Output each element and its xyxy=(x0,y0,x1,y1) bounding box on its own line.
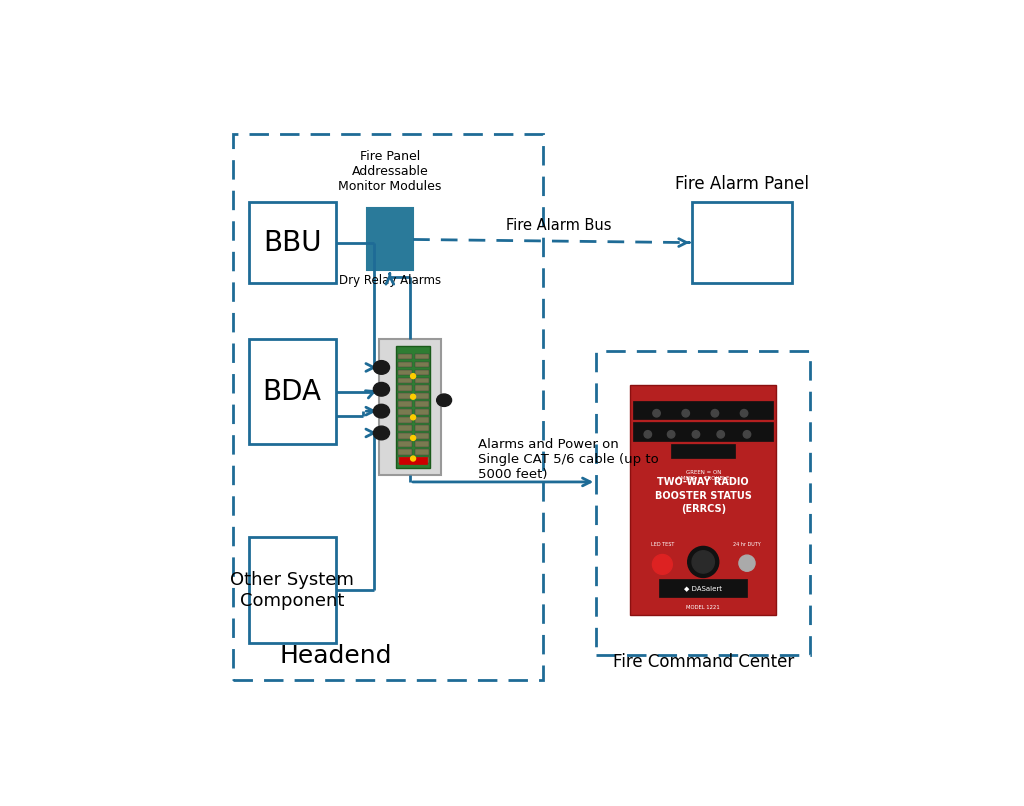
Bar xyxy=(634,401,773,419)
Circle shape xyxy=(652,555,673,575)
Ellipse shape xyxy=(374,405,389,418)
Bar xyxy=(399,457,427,464)
Bar xyxy=(397,449,413,455)
Bar xyxy=(415,354,429,359)
Bar xyxy=(415,418,429,423)
Circle shape xyxy=(717,430,724,438)
Circle shape xyxy=(692,430,699,438)
Bar xyxy=(367,209,413,271)
Bar xyxy=(415,362,429,368)
Bar xyxy=(233,134,544,680)
Circle shape xyxy=(712,409,719,417)
Bar xyxy=(395,347,430,467)
Text: Fire Command Center: Fire Command Center xyxy=(613,653,795,671)
Text: Other System
Component: Other System Component xyxy=(230,571,354,609)
Text: Dry Relay Alarms: Dry Relay Alarms xyxy=(339,273,441,287)
Bar xyxy=(249,339,336,444)
Bar xyxy=(249,202,336,283)
Text: Fire Alarm Panel: Fire Alarm Panel xyxy=(675,175,809,193)
Bar xyxy=(397,377,413,383)
Bar xyxy=(415,434,429,439)
Bar xyxy=(379,339,441,476)
Bar xyxy=(397,434,413,439)
Circle shape xyxy=(668,430,675,438)
Text: Alarms and Power on
Single CAT 5/6 cable (up to
5000 feet): Alarms and Power on Single CAT 5/6 cable… xyxy=(478,438,659,481)
Circle shape xyxy=(739,555,755,571)
Circle shape xyxy=(411,394,416,399)
Bar xyxy=(596,351,810,655)
Circle shape xyxy=(740,409,748,417)
Ellipse shape xyxy=(436,394,452,406)
Circle shape xyxy=(682,409,689,417)
Bar xyxy=(397,354,413,359)
Ellipse shape xyxy=(374,426,389,440)
Bar xyxy=(415,457,429,463)
Circle shape xyxy=(688,546,719,577)
Bar xyxy=(397,426,413,431)
Bar xyxy=(659,580,746,596)
Text: MODEL 1221: MODEL 1221 xyxy=(686,605,720,610)
Bar xyxy=(415,401,429,407)
Text: TWO-WAY RADIO
BOOSTER STATUS
(ERRCS): TWO-WAY RADIO BOOSTER STATUS (ERRCS) xyxy=(654,477,752,513)
Bar xyxy=(397,457,413,463)
Bar xyxy=(397,393,413,399)
Bar xyxy=(397,369,413,375)
Circle shape xyxy=(653,409,660,417)
Bar xyxy=(631,385,776,615)
Text: GREEN = ON
AMBER = TROUBLE: GREEN = ON AMBER = TROUBLE xyxy=(677,471,729,481)
Bar xyxy=(415,449,429,455)
Bar xyxy=(397,385,413,391)
Text: Fire Panel
Addressable
Monitor Modules: Fire Panel Addressable Monitor Modules xyxy=(339,150,441,193)
Bar xyxy=(249,538,336,643)
Text: BDA: BDA xyxy=(262,377,322,405)
Circle shape xyxy=(743,430,751,438)
Bar xyxy=(397,401,413,407)
Bar xyxy=(415,426,429,431)
Circle shape xyxy=(692,550,715,573)
Circle shape xyxy=(411,415,416,420)
Text: LED TEST: LED TEST xyxy=(650,542,674,547)
Bar xyxy=(397,418,413,423)
Bar xyxy=(415,442,429,447)
Circle shape xyxy=(411,374,416,379)
Bar xyxy=(397,442,413,447)
Circle shape xyxy=(411,435,416,440)
Text: ◆ DASalert: ◆ DASalert xyxy=(684,585,722,591)
Ellipse shape xyxy=(374,360,389,374)
Ellipse shape xyxy=(374,383,389,396)
Bar xyxy=(671,443,735,458)
Bar xyxy=(692,202,792,283)
Circle shape xyxy=(644,430,651,438)
Bar xyxy=(397,409,413,415)
Text: Fire Alarm Bus: Fire Alarm Bus xyxy=(506,218,611,233)
Bar xyxy=(415,385,429,391)
Bar xyxy=(415,377,429,383)
Text: 24 hr DUTY: 24 hr DUTY xyxy=(733,542,761,547)
Bar xyxy=(415,369,429,375)
Text: Headend: Headend xyxy=(280,644,392,667)
Bar xyxy=(397,362,413,368)
Text: BBU: BBU xyxy=(263,229,322,256)
Bar xyxy=(415,409,429,415)
Bar xyxy=(634,422,773,441)
Bar xyxy=(415,393,429,399)
Circle shape xyxy=(411,456,416,461)
